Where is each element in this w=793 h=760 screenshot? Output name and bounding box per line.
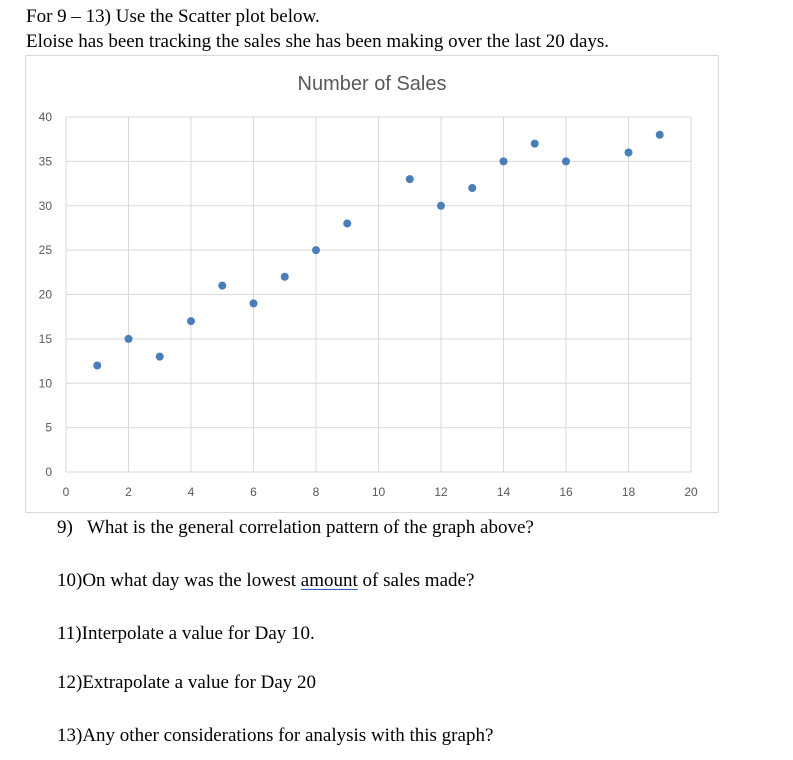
question-11: 11)Interpolate a value for Day 10. bbox=[57, 623, 315, 645]
data-point bbox=[437, 201, 445, 210]
x-tick-label: 20 bbox=[684, 485, 698, 499]
data-point bbox=[624, 148, 633, 157]
question-10-text-start: On what day was the lowest bbox=[82, 570, 301, 591]
question-13: 13)Any other considerations for analysis… bbox=[57, 725, 493, 747]
data-point bbox=[93, 361, 102, 370]
y-tick-label: 15 bbox=[39, 332, 53, 346]
question-10: 10)On what day was the lowest amount of … bbox=[57, 570, 474, 592]
x-tick-label: 2 bbox=[125, 485, 132, 499]
x-tick-label: 10 bbox=[372, 485, 386, 499]
data-point bbox=[218, 281, 227, 290]
question-10-underlined-word: amount bbox=[300, 570, 358, 591]
chart-title: Number of Sales bbox=[298, 73, 447, 95]
y-tick-label: 5 bbox=[45, 421, 52, 435]
x-tick-label: 14 bbox=[497, 485, 511, 499]
y-tick-label: 20 bbox=[39, 288, 53, 302]
x-tick-label: 6 bbox=[250, 485, 257, 499]
data-point bbox=[312, 246, 320, 255]
data-point bbox=[155, 352, 164, 361]
question-10-text-end: of sales made? bbox=[357, 570, 475, 591]
question-11-number: 11) bbox=[57, 623, 82, 644]
question-9: 9) What is the general correlation patter… bbox=[57, 517, 534, 539]
y-tick-label: 10 bbox=[39, 376, 53, 390]
data-point bbox=[280, 272, 289, 281]
question-11-text: Interpolate a value for Day 10. bbox=[81, 623, 315, 644]
x-tick-label: 4 bbox=[188, 485, 195, 499]
scatter-chart: Number of Sales 0 5 10 15 20 25 30 35 40 0 2 4 6 8 10… bbox=[25, 55, 719, 513]
y-tick-label: 40 bbox=[39, 110, 53, 124]
question-12-number: 12) bbox=[57, 672, 83, 693]
x-tick-label: 0 bbox=[63, 485, 70, 499]
data-point bbox=[249, 299, 258, 308]
data-point bbox=[530, 139, 539, 148]
data-point bbox=[405, 175, 414, 184]
x-tick-label: 16 bbox=[559, 485, 573, 499]
data-point bbox=[187, 317, 195, 326]
x-tick-label: 12 bbox=[434, 485, 448, 499]
data-point bbox=[343, 219, 352, 228]
y-tick-label: 25 bbox=[39, 243, 53, 257]
question-9-text: What is the general correlation pattern … bbox=[87, 517, 534, 538]
data-point bbox=[499, 157, 508, 166]
question-12-text: Extrapolate a value for Day 20 bbox=[82, 672, 317, 693]
question-12: 12)Extrapolate a value for Day 20 bbox=[57, 672, 316, 694]
x-tick-label: 8 bbox=[313, 485, 320, 499]
intro-line-1: For 9 – 13) Use the Scatter plot below. bbox=[26, 6, 320, 27]
question-13-number: 13) bbox=[57, 725, 83, 746]
y-tick-label: 30 bbox=[39, 199, 53, 213]
question-9-number: 9) bbox=[57, 517, 73, 538]
x-tick-label: 18 bbox=[622, 485, 636, 499]
y-tick-label: 0 bbox=[45, 465, 52, 479]
data-point bbox=[468, 184, 477, 192]
question-10-number: 10) bbox=[57, 570, 83, 591]
question-13-text: Any other considerations for analysis wi… bbox=[82, 725, 494, 746]
data-point bbox=[562, 157, 570, 166]
data-point bbox=[124, 334, 133, 343]
intro-line-2: Eloise has been tracking the sales she h… bbox=[26, 31, 610, 52]
y-tick-label: 35 bbox=[39, 154, 53, 168]
data-point bbox=[655, 130, 664, 139]
